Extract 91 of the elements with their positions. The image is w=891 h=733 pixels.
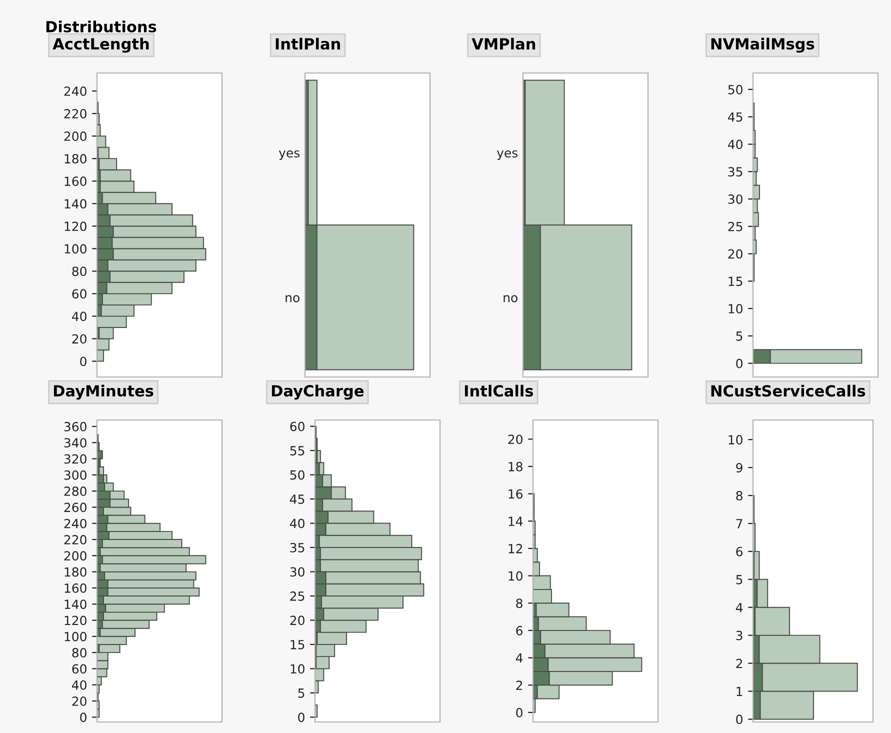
y-tick-label: 0 <box>80 356 86 366</box>
y-tick-label: 0 <box>80 712 86 722</box>
y-tick-label: 20 <box>508 434 522 444</box>
y-tick-label: no <box>504 295 518 302</box>
y-tick-label: 40 <box>72 312 86 322</box>
y-tick-label: 5 <box>736 332 742 341</box>
y-tick-label: no <box>286 295 300 302</box>
chart-title: DayCharge <box>272 384 364 400</box>
chart-title: IntlPlan <box>276 38 340 50</box>
y-tick-label: yes <box>496 150 518 160</box>
y-tick-label: 45 <box>728 112 742 122</box>
y-tick-label: 25 <box>290 591 304 601</box>
y-tick-label: 4 <box>736 602 743 612</box>
y-tick-label: 25 <box>728 222 742 232</box>
y-tick-label: 15 <box>290 640 304 650</box>
y-tick-label: 10 <box>290 664 304 674</box>
y-tick-label: 0 <box>736 714 742 724</box>
y-tick-label: 300 <box>64 470 86 480</box>
y-tick-label: 5 <box>736 575 742 584</box>
y-tick-label: 240 <box>64 86 86 96</box>
y-tick-label: 360 <box>64 422 86 432</box>
y-tick-label: 80 <box>72 266 86 276</box>
y-tick-label: 7 <box>736 519 742 528</box>
y-tick-label: 20 <box>72 696 86 706</box>
y-tick-label: 140 <box>64 199 86 209</box>
y-tick-label: 320 <box>64 454 86 464</box>
y-tick-label: 12 <box>508 544 522 554</box>
y-tick-label: 55 <box>290 446 304 456</box>
chart-title: AcctLength <box>52 38 149 53</box>
y-tick-label: 2 <box>516 680 522 690</box>
y-tick-label: 15 <box>728 276 742 286</box>
y-tick-label: 5 <box>298 688 304 698</box>
y-tick-label: 180 <box>64 154 86 164</box>
y-tick-label: 280 <box>64 486 86 496</box>
chart-title: IntlCalls <box>464 384 534 397</box>
y-tick-label: 50 <box>728 84 742 94</box>
y-tick-label: 120 <box>64 222 86 232</box>
y-tick-label: 6 <box>516 626 522 636</box>
y-tick-label: 200 <box>64 551 86 561</box>
text: Distributions <box>46 20 156 32</box>
chart-title: VMPlan <box>472 38 536 50</box>
y-tick-label: 200 <box>64 132 86 141</box>
y-tick-label: 160 <box>64 583 86 593</box>
y-tick-label: 10 <box>728 435 742 444</box>
y-tick-label: 60 <box>72 664 86 674</box>
y-tick-label: 4 <box>516 653 523 663</box>
chart-title: NCustServiceCalls <box>711 384 866 397</box>
y-tick-label: 40 <box>290 518 304 528</box>
y-tick-label: yes <box>278 150 300 160</box>
y-tick-label: 6 <box>736 546 742 556</box>
y-tick-label: 20 <box>72 334 86 344</box>
y-tick-label: 100 <box>64 632 86 642</box>
y-tick-label: 30 <box>290 567 304 577</box>
y-tick-label: 9 <box>736 463 742 472</box>
y-tick-label: 100 <box>64 244 86 254</box>
y-tick-label: 14 <box>508 516 523 526</box>
y-tick-label: 0 <box>516 708 522 718</box>
y-tick-label: 30 <box>728 194 742 204</box>
y-tick-label: 180 <box>64 567 86 577</box>
chart-title: NVMailMsgs <box>711 38 814 53</box>
y-tick-label: 160 <box>64 176 86 186</box>
y-tick-label: 8 <box>516 598 522 608</box>
y-tick-label: 0 <box>298 712 304 722</box>
y-tick-label: 40 <box>72 680 86 690</box>
y-tick-label: 140 <box>64 600 86 610</box>
y-tick-label: 60 <box>290 422 304 432</box>
y-tick-label: 50 <box>290 470 304 480</box>
y-tick-label: 18 <box>508 462 522 472</box>
y-tick-label: 60 <box>72 289 86 299</box>
y-tick-label: 10 <box>508 571 522 581</box>
y-tick-label: 220 <box>64 109 86 118</box>
y-tick-label: 45 <box>290 494 304 504</box>
y-tick-label: 220 <box>64 534 86 544</box>
chart-title: DayMinutes <box>54 384 154 400</box>
y-tick-label: 16 <box>508 489 522 499</box>
y-tick-label: 8 <box>736 490 742 500</box>
y-tick-label: 20 <box>728 249 742 259</box>
y-tick-label: 120 <box>64 616 86 626</box>
y-tick-label: 20 <box>290 616 304 626</box>
y-tick-label: 0 <box>736 358 742 368</box>
y-tick-label: 40 <box>728 140 742 150</box>
y-tick-label: 1 <box>736 686 742 696</box>
y-tick-label: 35 <box>290 542 304 552</box>
y-tick-label: 10 <box>728 304 742 314</box>
y-tick-label: 80 <box>72 648 86 658</box>
y-tick-label: 340 <box>64 438 86 448</box>
y-tick-label: 35 <box>728 167 742 177</box>
y-tick-label: 260 <box>64 502 86 512</box>
y-tick-label: 240 <box>64 518 86 528</box>
y-tick-label: 3 <box>736 630 742 640</box>
y-tick-label: 2 <box>736 658 742 668</box>
